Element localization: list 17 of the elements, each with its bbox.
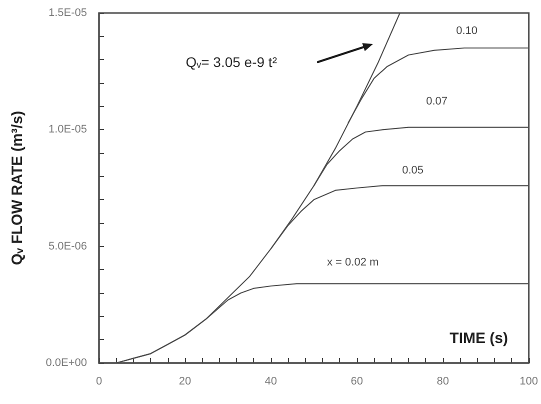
y-axis-title: Qᵥ FLOW RATE (m³/s) <box>9 110 26 266</box>
x-tick-label: 60 <box>350 376 364 388</box>
annotation: Qᵥ= 3.05 e-9 t² <box>186 54 278 70</box>
x-tick-label: 40 <box>264 376 278 388</box>
x-axis-title: TIME (s) <box>450 330 508 347</box>
series-label: x = 0.02 m <box>326 256 379 269</box>
series-label: 0.05 <box>402 164 424 177</box>
x-tick-label: 0 <box>96 376 102 388</box>
series-label: 0.07 <box>426 95 448 108</box>
x-tick-label: 20 <box>178 376 192 388</box>
x-tick-label: 100 <box>520 376 538 388</box>
y-tick-label: 1.5E-05 <box>48 7 87 19</box>
y-tick-label: 5.0E-06 <box>48 240 87 252</box>
series-label: 0.10 <box>456 25 478 37</box>
x-tick-label: 80 <box>436 376 449 388</box>
y-tick-label: 0.0E+00 <box>46 357 87 369</box>
y-tick-label: 1.0E-05 <box>48 124 87 136</box>
